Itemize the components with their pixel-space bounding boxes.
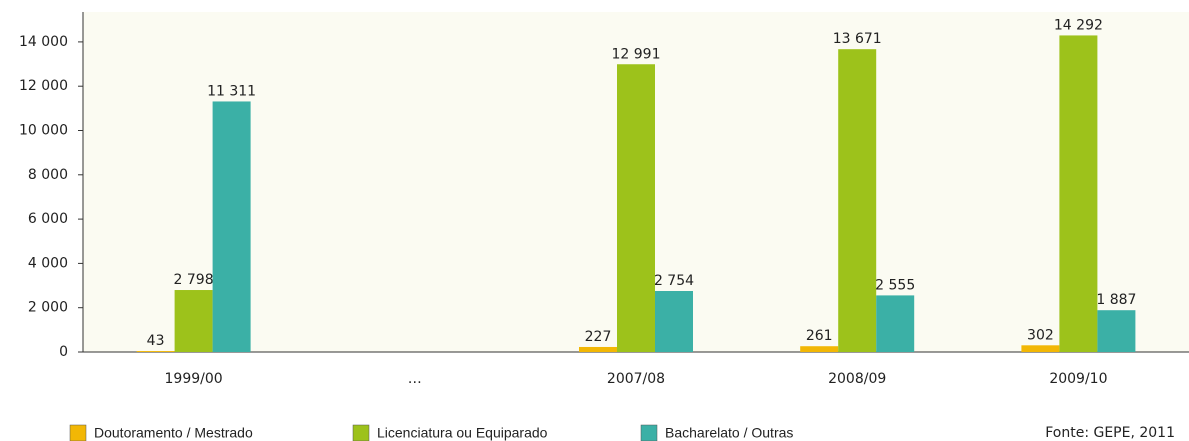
y-tick-label: 2 000 [28,300,68,316]
bar [174,290,213,352]
bar [800,346,839,352]
bar [876,295,915,352]
x-tick-label: 2009/10 [1049,371,1107,387]
legend-label: Licenciatura ou Equiparado [377,425,548,441]
x-tick-label: 1999/00 [165,371,223,387]
bar [1059,35,1098,352]
bar [617,64,655,352]
legend-swatch [69,424,87,441]
bar [1021,345,1060,352]
y-tick-label: 8 000 [28,167,68,183]
legend-swatch [352,424,370,441]
data-label: 14 292 [1054,17,1103,33]
data-label: 2 754 [654,273,694,289]
bar [579,346,617,352]
data-label: 2 798 [174,272,214,288]
x-tick-label: … [408,371,422,387]
bar [1097,310,1136,352]
data-label: 302 [1027,327,1054,343]
legend-label: Doutoramento / Mestrado [94,425,253,441]
data-label: 1 887 [1096,292,1136,308]
y-tick-label: 12 000 [19,78,68,94]
y-tick-label: 0 [59,344,68,360]
source: Fonte: GEPE, 2011 [1045,425,1175,441]
bar [136,351,175,352]
y-tick-label: 14 000 [19,34,68,50]
y-tick-label: 4 000 [28,255,68,271]
data-label: 2 555 [875,277,915,293]
data-label: 43 [147,333,165,349]
data-label: 261 [806,328,833,344]
bar [655,290,693,352]
x-tick-label: 2008/09 [828,371,886,387]
x-tick-label: 2007/08 [607,371,665,387]
legend-label: Bacharelato / Outras [665,425,793,441]
data-label: 13 671 [833,31,882,47]
legend-swatch [640,424,658,441]
data-label: 227 [585,329,612,345]
bar [212,101,251,352]
data-label: 12 991 [612,46,661,62]
bar [838,49,877,352]
y-tick-label: 6 000 [28,211,68,227]
data-label: 11 311 [207,83,256,99]
y-tick-label: 10 000 [19,123,68,139]
